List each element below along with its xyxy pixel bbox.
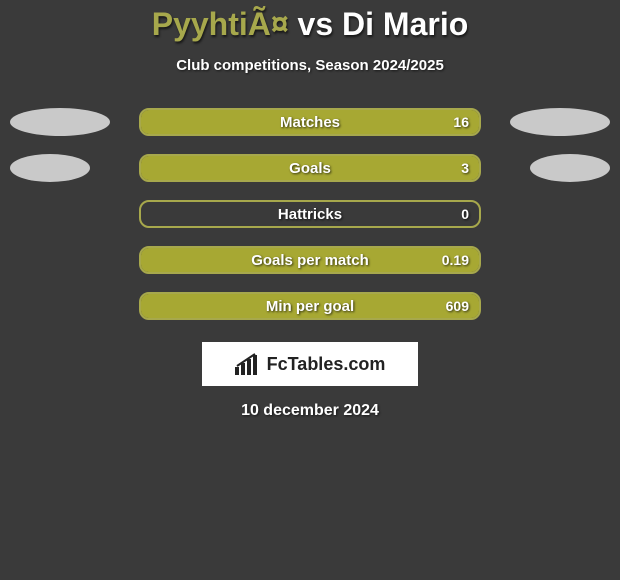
stats-card: PyyhtiÃ¤ vs Di Mario Club competitions, … (0, 0, 620, 420)
right-bubble (510, 108, 610, 136)
stat-bar: Goals3 (139, 154, 481, 182)
stat-label: Goals per match (141, 248, 479, 272)
stat-label: Matches (141, 110, 479, 134)
stat-value: 3 (461, 156, 469, 180)
stat-bar: Hattricks0 (139, 200, 481, 228)
stat-value: 0.19 (442, 248, 469, 272)
stat-bar: Min per goal609 (139, 292, 481, 320)
stat-row: Min per goal609 (0, 292, 620, 320)
stat-label: Min per goal (141, 294, 479, 318)
stat-row: Hattricks0 (0, 200, 620, 228)
vs-text: vs (298, 6, 334, 42)
stat-value: 0 (461, 202, 469, 226)
right-bubble (530, 154, 610, 182)
left-bubble (10, 154, 90, 182)
stat-row: Matches16 (0, 108, 620, 136)
stat-value: 16 (453, 110, 469, 134)
stat-row: Goals3 (0, 154, 620, 182)
stat-bar: Matches16 (139, 108, 481, 136)
date-text: 10 december 2024 (0, 402, 620, 420)
brand-text: FcTables.com (267, 354, 386, 375)
left-bubble (10, 108, 110, 136)
player1-name: PyyhtiÃ¤ (152, 6, 289, 42)
stat-row: Goals per match0.19 (0, 246, 620, 274)
stat-label: Goals (141, 156, 479, 180)
brand-logo: FcTables.com (202, 342, 418, 386)
player2-name: Di Mario (342, 6, 468, 42)
page-title: PyyhtiÃ¤ vs Di Mario (0, 6, 620, 43)
stat-label: Hattricks (141, 202, 479, 226)
stat-bar: Goals per match0.19 (139, 246, 481, 274)
stat-value: 609 (446, 294, 469, 318)
subtitle: Club competitions, Season 2024/2025 (0, 57, 620, 74)
chart-icon (235, 353, 261, 375)
stats-rows: Matches16 Goals3 Hattricks0 Goals per match… (0, 108, 620, 320)
